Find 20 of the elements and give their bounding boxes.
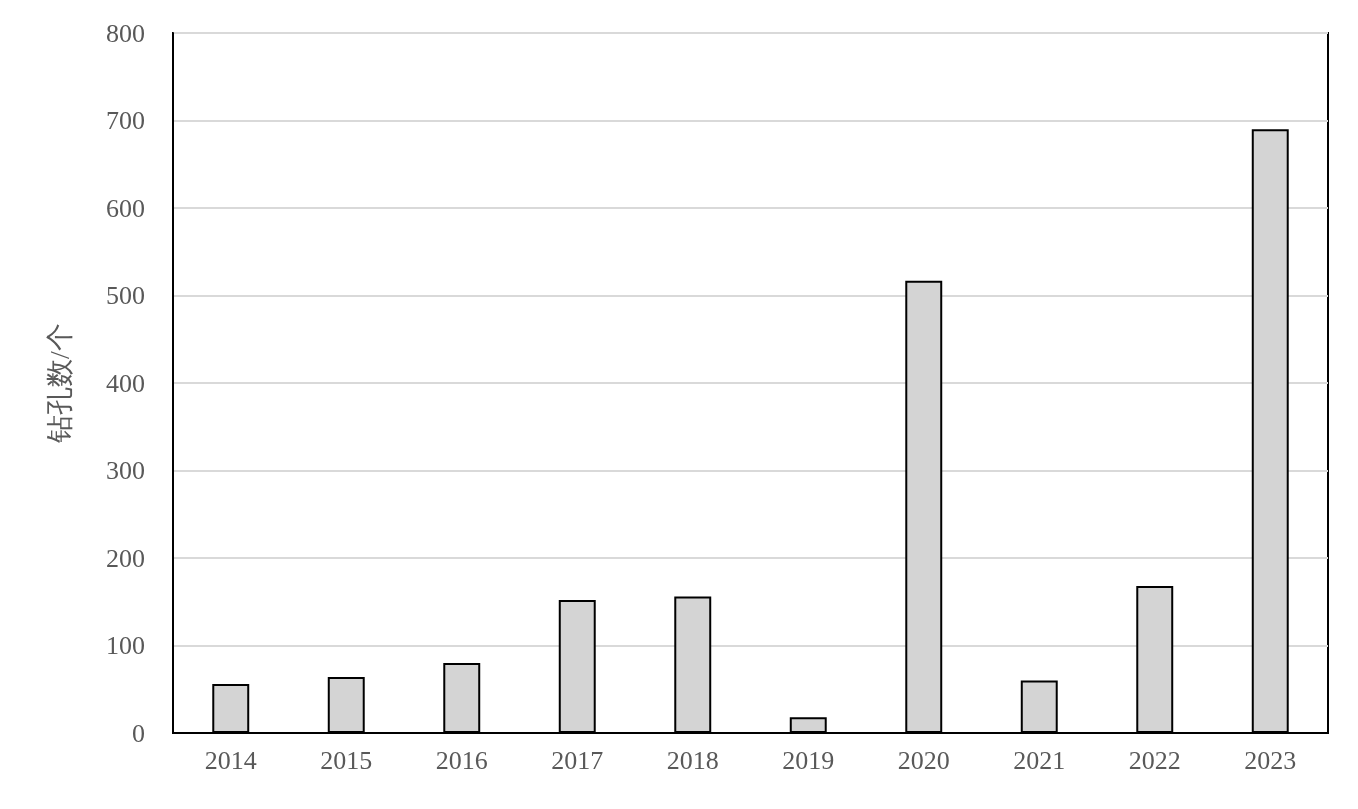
y-tick-label: 0 <box>132 718 145 748</box>
x-tick-label: 2022 <box>1128 745 1181 775</box>
x-tick-label: 2019 <box>782 745 835 775</box>
y-tick-label: 600 <box>106 193 145 223</box>
y-tick-label: 300 <box>106 456 145 485</box>
x-tick-label: 2021 <box>1013 745 1066 775</box>
x-tick-label: 2018 <box>666 745 719 775</box>
x-tick-label: 2014 <box>204 745 257 775</box>
x-tick-label: 2016 <box>435 745 488 775</box>
x-tick-label: 2015 <box>320 745 373 775</box>
x-tick-label: 2017 <box>551 745 604 775</box>
x-tick-label: 2023 <box>1244 745 1297 775</box>
y-tick-label: 400 <box>106 368 145 398</box>
y-axis-title: 钻孔数/个 <box>43 323 75 444</box>
x-tick-label: 2020 <box>897 745 950 775</box>
y-tick-label: 200 <box>106 543 145 573</box>
y-tick-label: 700 <box>106 106 145 135</box>
y-tick-label: 800 <box>106 18 145 48</box>
y-tick-label: 100 <box>106 631 145 660</box>
y-tick-label: 500 <box>106 281 145 310</box>
